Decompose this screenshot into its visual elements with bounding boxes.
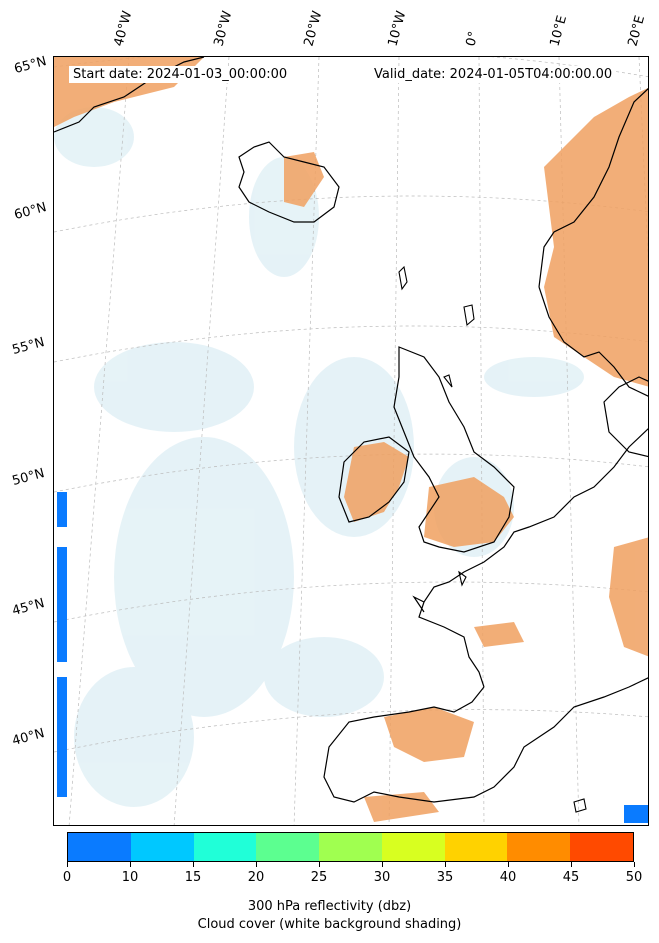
lat-label-40n: 40°N <box>10 726 47 749</box>
valid-date-label: Valid_date: 2024-01-05T04:00:00.00 <box>370 66 617 83</box>
colorbar-segment <box>570 833 634 861</box>
colorbar-tick-label: 30 <box>373 870 391 885</box>
colorbar-tick-mark <box>130 862 131 867</box>
colorbar-tick-label: 0 <box>62 870 72 885</box>
colorbar-tick-mark <box>571 862 572 867</box>
colorbar-tick-mark <box>634 862 635 867</box>
coastline-islands <box>398 265 587 813</box>
colorbar <box>67 832 634 862</box>
colorbar-tick-mark <box>319 862 320 867</box>
lon-label-30w: 30°W <box>211 9 236 48</box>
colorbar-tick-mark <box>382 862 383 867</box>
colorbar-segment <box>319 833 382 861</box>
coastlines <box>54 57 648 803</box>
colorbar-tick-mark <box>193 862 194 867</box>
colorbar-tick-label: 10 <box>121 870 139 885</box>
lat-label-50n: 50°N <box>10 466 47 489</box>
lon-label-10e: 10°E <box>547 13 571 49</box>
colorbar-tick-mark <box>508 862 509 867</box>
colorbar-tick-mark <box>445 862 446 867</box>
colorbar-segment <box>381 833 445 861</box>
colorbar-label-line1: 300 hPa reflectivity (dbz) <box>247 899 412 914</box>
lon-label-20w: 20°W <box>301 9 326 48</box>
lat-label-60n: 60°N <box>12 200 49 223</box>
colorbar-tick-label: 35 <box>436 870 454 885</box>
cloud-cover-shading <box>54 107 584 807</box>
colorbar-label-line2: Cloud cover (white background shading) <box>197 917 462 932</box>
map-canvas <box>54 57 648 825</box>
lat-label-45n: 45°N <box>10 596 47 619</box>
lon-label-40w: 40°W <box>111 9 136 48</box>
colorbar-tick-label: 40 <box>499 870 517 885</box>
colorbar-segment <box>507 833 571 861</box>
colorbar-segment <box>68 833 131 861</box>
colorbar-tick-mark <box>256 862 257 867</box>
colorbar-segment <box>256 833 320 861</box>
lon-label-0: 0° <box>463 29 482 48</box>
colorbar-tick-label: 15 <box>184 870 202 885</box>
high-reflectivity-marks <box>57 492 648 823</box>
map-panel <box>53 56 649 826</box>
colorbar-tick-label: 45 <box>562 870 580 885</box>
colorbar-segment <box>193 833 257 861</box>
lat-label-65n: 65°N <box>12 54 49 77</box>
start-date-label: Start date: 2024-01-03_00:00:00 <box>69 66 292 83</box>
lon-label-10w: 10°W <box>385 9 410 48</box>
colorbar-tick-label: 50 <box>625 870 643 885</box>
lon-label-20e: 20°E <box>625 13 649 49</box>
colorbar-tick-mark <box>67 862 68 867</box>
colorbar-tick-label: 25 <box>310 870 328 885</box>
lat-label-55n: 55°N <box>10 335 47 358</box>
colorbar-segment <box>130 833 194 861</box>
colorbar-segment <box>444 833 508 861</box>
colorbar-tick-label: 20 <box>247 870 265 885</box>
